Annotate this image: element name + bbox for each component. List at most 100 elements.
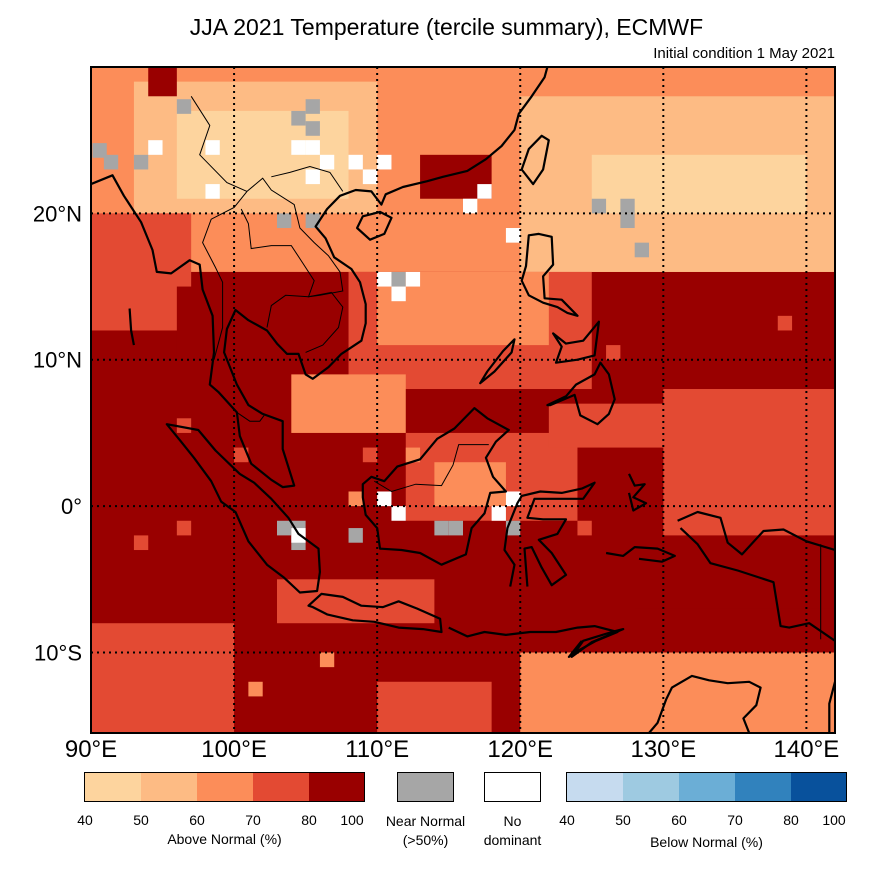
- grid-cell-near_normal: [620, 213, 635, 229]
- grid-cell-above_70_80: [577, 520, 592, 536]
- grid-cell-no_dominant: [377, 271, 392, 287]
- near-normal-swatch: [397, 772, 454, 802]
- grid-cell-no_dominant: [491, 506, 506, 521]
- coastline-hainan: [356, 210, 393, 241]
- longitude-label: 110°E: [345, 736, 409, 760]
- grid-cell-near_normal: [448, 520, 463, 536]
- below-tick: 50: [615, 812, 631, 828]
- grid-cell-no_dominant: [377, 154, 392, 170]
- coastline-luzon: [520, 232, 579, 317]
- border-malaysia-thailand: [236, 411, 265, 422]
- axis-tick-labels: 90°E 100°E 110°E 120°E 130°E 140°E 20°N 10°N 0° 1…: [33, 201, 839, 760]
- coastline-australia: [648, 674, 762, 733]
- coastline-sumatra: [165, 423, 321, 594]
- category-region-above_70_80: [277, 579, 435, 624]
- grid-cell-no_dominant: [291, 140, 306, 155]
- latitude-label: 10°N: [33, 348, 82, 373]
- above-normal-colorbar: [84, 772, 365, 802]
- grid-cell-near_normal: [391, 271, 406, 287]
- below-40-50-swatch: [567, 773, 623, 801]
- longitude-label: 120°E: [487, 736, 553, 760]
- grid-cell-near_normal: [133, 154, 149, 170]
- coastlines: [91, 67, 835, 733]
- chart-title: JJA 2021 Temperature (tercile summary), …: [189, 14, 704, 40]
- above-50-60-swatch: [141, 773, 197, 801]
- border-cambodia: [266, 291, 344, 353]
- coastline-palawan: [479, 338, 516, 385]
- grid-cell-no_dominant: [205, 140, 220, 155]
- grid-cell-near_normal: [634, 242, 649, 258]
- grid-cell-no_dominant: [319, 154, 335, 170]
- above-tick: 100: [340, 812, 364, 828]
- category-region-above_80_100: [634, 550, 835, 609]
- border-vietnam-china: [271, 165, 344, 192]
- grid-cell-near_normal: [176, 99, 192, 114]
- longitude-label: 100°E: [201, 736, 267, 760]
- above-70-80-swatch: [253, 773, 309, 801]
- below-50-60-swatch: [623, 773, 679, 801]
- grid-cell-near_normal: [291, 110, 306, 126]
- grid-cell-near_normal: [277, 520, 292, 536]
- grid-cell-near_normal: [591, 198, 607, 214]
- above-tick: 60: [189, 812, 205, 828]
- coastline-java: [307, 592, 443, 634]
- grid-cell-above_70_80: [176, 418, 192, 433]
- grid-cell-no_dominant: [405, 271, 421, 287]
- coastline-borneo: [361, 407, 510, 566]
- no-dominant-label: No: [503, 813, 522, 829]
- category-region-above_60_70: [520, 652, 835, 733]
- grid-cell-above_60_70: [248, 681, 263, 697]
- coastline-halmahera: [627, 473, 648, 512]
- grid-cell-near_normal: [348, 528, 363, 543]
- above-60-70-swatch: [197, 773, 253, 801]
- near-normal-sublabel: (>50%): [402, 832, 449, 848]
- category-region-above_70_80: [91, 623, 235, 733]
- map-frame: [90, 66, 836, 734]
- border-borneo-internal: [374, 444, 489, 493]
- longitude-label: 130°E: [630, 736, 696, 760]
- near-normal-label: Near Normal: [385, 813, 466, 829]
- grid-cell-above_70_80: [234, 447, 249, 463]
- category-region-above_80_100: [148, 67, 177, 97]
- grid-cell-above_70_80: [606, 345, 621, 360]
- above-tick: 80: [301, 812, 317, 828]
- no-dominant-sublabel: dominant: [483, 832, 542, 848]
- grid-cell-no_dominant: [305, 169, 320, 185]
- coastline-sri-lanka-and-andaman: [128, 308, 135, 346]
- grid-cell-no_dominant: [291, 528, 306, 543]
- border-myanmar-china: [190, 96, 248, 192]
- below-tick: 60: [671, 812, 687, 828]
- grid-cell-no_dominant: [377, 491, 392, 507]
- longitude-label: 90°E: [65, 736, 117, 760]
- grid-cell-near_normal: [277, 213, 292, 229]
- above-80-100-swatch: [309, 773, 364, 801]
- category-region-above_80_100: [176, 286, 263, 360]
- graticule: [91, 67, 835, 733]
- below-tick: 80: [783, 812, 799, 828]
- coastline-lesser-sundas: [448, 624, 619, 659]
- below-tick: 70: [727, 812, 743, 828]
- latitude-label: 10°S: [34, 640, 82, 665]
- grid-cell-no_dominant: [205, 184, 220, 199]
- latitude-label: 0°: [61, 494, 82, 519]
- grid-cell-near_normal: [103, 154, 119, 170]
- coastline-new-guinea-south: [679, 527, 835, 642]
- below-70-80-swatch: [735, 773, 791, 801]
- grid-cell-above_70_80: [133, 535, 149, 551]
- grid-cell-above_70_80: [362, 447, 378, 463]
- grid-cell-no_dominant: [477, 184, 492, 199]
- coastline-asia-mainland: [91, 67, 549, 489]
- probability-grid: [91, 67, 835, 733]
- grid-cell-above_60_70: [348, 491, 363, 507]
- grid-cell-no_dominant: [148, 140, 163, 155]
- category-region-above_60_70: [291, 374, 406, 433]
- grid-cell-near_normal: [305, 121, 320, 136]
- coastline-new-guinea: [677, 510, 835, 556]
- grid-cell-above_70_80: [777, 315, 793, 331]
- grid-cell-above_70_80: [176, 520, 192, 536]
- below-60-70-swatch: [679, 773, 735, 801]
- grid-cell-no_dominant: [362, 169, 378, 185]
- category-region-above_60_70: [434, 462, 506, 507]
- grid-cell-no_dominant: [305, 140, 320, 155]
- latitude-label: 20°N: [33, 201, 82, 226]
